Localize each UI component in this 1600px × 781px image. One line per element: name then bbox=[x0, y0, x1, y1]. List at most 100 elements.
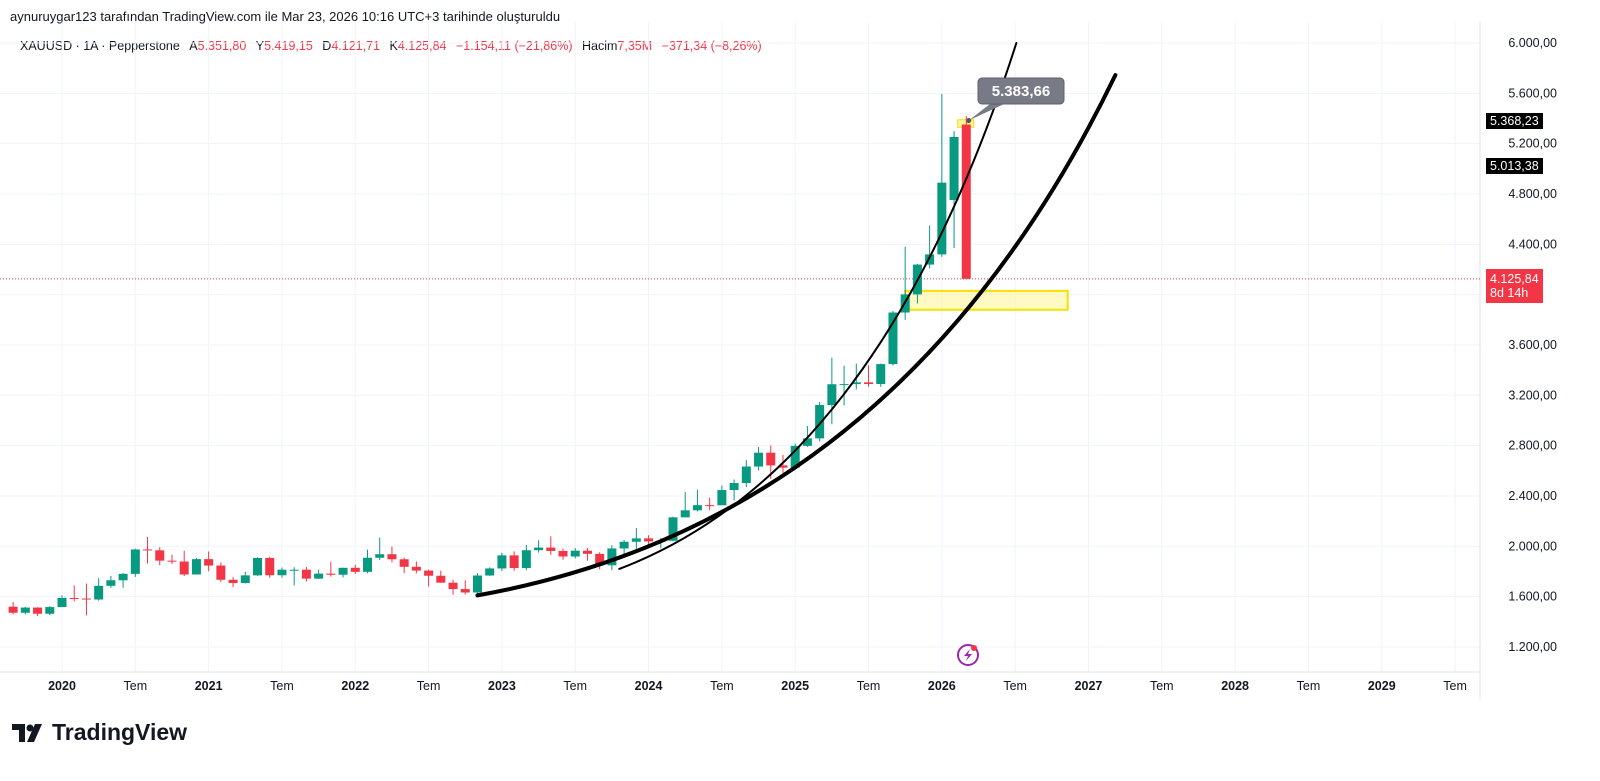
candle-body bbox=[472, 575, 482, 593]
candle-body bbox=[607, 548, 617, 566]
candle-body bbox=[33, 607, 43, 614]
candle-body bbox=[949, 136, 959, 201]
callout-tail bbox=[968, 104, 1004, 121]
candle-body bbox=[130, 549, 140, 574]
candle-body bbox=[436, 575, 446, 583]
candle-body bbox=[399, 559, 409, 567]
callout-text: 5.383,66 bbox=[992, 83, 1050, 100]
chart-credit: aynuruygar123 tarafından TradingView.com… bbox=[10, 9, 561, 24]
candle-body bbox=[289, 569, 299, 571]
y-tick-label: 2.000,00 bbox=[1508, 539, 1557, 553]
candle-body bbox=[265, 558, 275, 576]
candle-body bbox=[69, 598, 79, 600]
tradingview-logo[interactable]: TradingView bbox=[12, 719, 187, 746]
candle-body bbox=[717, 490, 727, 506]
price-callout[interactable]: 5.383,66 bbox=[968, 77, 1065, 121]
candle-body bbox=[888, 312, 898, 365]
candle-body bbox=[301, 569, 311, 579]
low-label: D bbox=[322, 39, 332, 53]
candle-body bbox=[460, 589, 470, 593]
x-tick-label: 2020 bbox=[48, 679, 76, 693]
candle-body bbox=[595, 553, 605, 566]
support-zone bbox=[904, 289, 1069, 311]
candle-body bbox=[534, 547, 544, 551]
y-tick-label: 3.600,00 bbox=[1508, 338, 1557, 352]
candle-body bbox=[754, 452, 764, 467]
x-tick-label: Tem bbox=[1297, 679, 1321, 693]
zones bbox=[904, 118, 1069, 311]
candle-body bbox=[363, 557, 372, 572]
candle-body bbox=[57, 598, 67, 608]
x-tick-label: Tem bbox=[1150, 679, 1174, 693]
close-label: K bbox=[389, 39, 398, 53]
candle-body bbox=[375, 554, 385, 558]
candle-body bbox=[546, 547, 556, 551]
candle-body bbox=[961, 124, 971, 279]
y-tick-label: 5.200,00 bbox=[1508, 137, 1557, 151]
candle-body bbox=[509, 555, 519, 569]
candle-body bbox=[864, 382, 874, 384]
x-tick-label: Tem bbox=[1003, 679, 1027, 693]
candle-body bbox=[448, 582, 458, 590]
y-tick-label: 2.800,00 bbox=[1508, 439, 1557, 453]
callout-box bbox=[977, 77, 1065, 105]
candle-body bbox=[582, 550, 592, 554]
x-tick-label: Tem bbox=[857, 679, 881, 693]
y-tick-label: 6.000,00 bbox=[1508, 36, 1557, 50]
last-price-label: 4.125,84 8d 14h bbox=[1486, 268, 1543, 303]
candle-body bbox=[191, 559, 201, 575]
candle-body bbox=[314, 573, 324, 579]
lightning-icon[interactable] bbox=[957, 644, 979, 666]
candle-body bbox=[326, 573, 336, 575]
x-tick-label: Tem bbox=[1443, 679, 1467, 693]
candle-body bbox=[631, 538, 641, 542]
candle-body bbox=[815, 404, 825, 439]
thin-curve bbox=[618, 42, 1018, 570]
candle-body bbox=[8, 606, 18, 613]
brand-name: TradingView bbox=[52, 719, 188, 745]
high-label: Y bbox=[255, 39, 265, 53]
y-tick-label: 3.200,00 bbox=[1508, 388, 1557, 402]
candle-body bbox=[143, 549, 153, 551]
candle-body bbox=[619, 541, 629, 549]
candle-body bbox=[644, 538, 654, 542]
candle-body bbox=[839, 384, 849, 386]
candle-body bbox=[106, 580, 116, 586]
x-tick-label: 2028 bbox=[1221, 679, 1249, 693]
candle-body bbox=[497, 555, 507, 569]
candle-body bbox=[705, 505, 715, 507]
candle-body bbox=[350, 567, 360, 572]
candles bbox=[8, 93, 971, 617]
x-tick-label: Tem bbox=[710, 679, 734, 693]
y-tick-label: 5.600,00 bbox=[1508, 86, 1557, 100]
candle-body bbox=[424, 570, 434, 576]
candle-body bbox=[668, 517, 678, 541]
candle-body bbox=[45, 607, 55, 614]
candle-body bbox=[778, 465, 788, 468]
y-tick-label: 1.200,00 bbox=[1508, 640, 1557, 654]
price-marker-1: 5.368,23 bbox=[1486, 113, 1543, 130]
candle-body bbox=[411, 566, 421, 571]
candle-body bbox=[485, 568, 495, 576]
open-label: A bbox=[189, 39, 198, 53]
candle-body bbox=[766, 452, 776, 466]
x-tick-label: Tem bbox=[270, 679, 294, 693]
candle-body bbox=[216, 565, 226, 580]
x-tick-label: 2023 bbox=[488, 679, 516, 693]
candle-body bbox=[155, 550, 165, 561]
grid bbox=[0, 22, 1481, 700]
candle-body bbox=[277, 569, 287, 576]
x-tick-label: 2022 bbox=[341, 679, 369, 693]
candle-body bbox=[790, 445, 800, 468]
candle-body bbox=[729, 483, 739, 491]
x-tick-label: 2026 bbox=[928, 679, 956, 693]
candle-body bbox=[240, 575, 250, 584]
candle-body bbox=[204, 559, 214, 566]
candle-body bbox=[876, 364, 886, 384]
x-tick-label: 2025 bbox=[781, 679, 809, 693]
x-tick-label: Tem bbox=[124, 679, 148, 693]
x-tick-label: 2024 bbox=[635, 679, 663, 693]
candle-body bbox=[937, 182, 947, 255]
candle-body bbox=[558, 550, 568, 557]
